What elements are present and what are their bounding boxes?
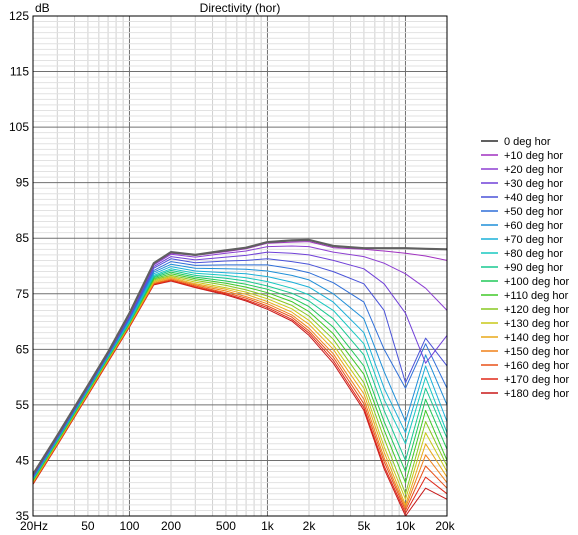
chart-title: Directivity (hor) (200, 1, 281, 15)
y-tick-labels: 125 115 105 95 85 75 65 55 45 35 (9, 9, 29, 523)
series-line (33, 238, 447, 475)
legend-label: 0 deg hor (504, 136, 551, 148)
y-tick-label: 105 (9, 120, 29, 134)
y-tick-label: 85 (16, 231, 30, 245)
y-tick-label: 45 (16, 453, 30, 467)
x-tick-label: 5k (358, 519, 372, 533)
x-tick-label: 50 (81, 519, 95, 533)
x-tick-labels: 20Hz 50 100 200 500 1k 2k 5k 10k 20k (20, 519, 456, 533)
x-tick-label: 100 (119, 519, 139, 533)
plot-series (33, 238, 447, 516)
grid-lines (32, 16, 448, 516)
legend-label: +20 deg hor (504, 164, 563, 176)
y-tick-label: 95 (16, 176, 30, 190)
legend-label: +160 deg hor (504, 360, 569, 372)
legend-label: +140 deg hor (504, 332, 569, 344)
legend-label: +170 deg hor (504, 374, 569, 386)
x-tick-label: 2k (303, 519, 317, 533)
legend-label: +40 deg hor (504, 192, 563, 204)
legend-label: +80 deg hor (504, 248, 563, 260)
plot-frame (32, 15, 448, 517)
legend-label: +150 deg hor (504, 346, 569, 358)
x-tick-label: 20k (435, 519, 455, 533)
x-tick-label: 10k (396, 519, 416, 533)
y-tick-label: 115 (10, 65, 29, 79)
legend: 0 deg hor +10 deg hor +20 deg hor +30 deg h… (481, 136, 569, 400)
x-tick-label: 500 (216, 519, 236, 533)
legend-label: +180 deg hor (504, 388, 569, 400)
legend-label: +60 deg hor (504, 220, 563, 232)
legend-label: +90 deg hor (504, 262, 563, 274)
y-tick-label: 55 (16, 398, 30, 412)
x-tick-label: 200 (161, 519, 181, 533)
y-tick-label: 75 (16, 287, 30, 301)
legend-label: +130 deg hor (504, 318, 569, 330)
legend-label: +10 deg hor (504, 150, 563, 162)
y-axis-label: dB (35, 1, 50, 15)
legend-label: +50 deg hor (504, 206, 563, 218)
legend-label: +100 deg hor (504, 276, 569, 288)
y-tick-label: 125 (9, 9, 29, 23)
legend-label: +30 deg hor (504, 178, 563, 190)
legend-label: +70 deg hor (504, 234, 563, 246)
y-tick-label: 65 (16, 342, 30, 356)
y-tick-label: 35 (16, 509, 30, 523)
legend-label: +110 deg hor (504, 290, 569, 302)
x-tick-label: 1k (261, 519, 275, 533)
legend-label: +120 deg hor (504, 304, 569, 316)
x-tick-label: 20Hz (20, 519, 48, 533)
